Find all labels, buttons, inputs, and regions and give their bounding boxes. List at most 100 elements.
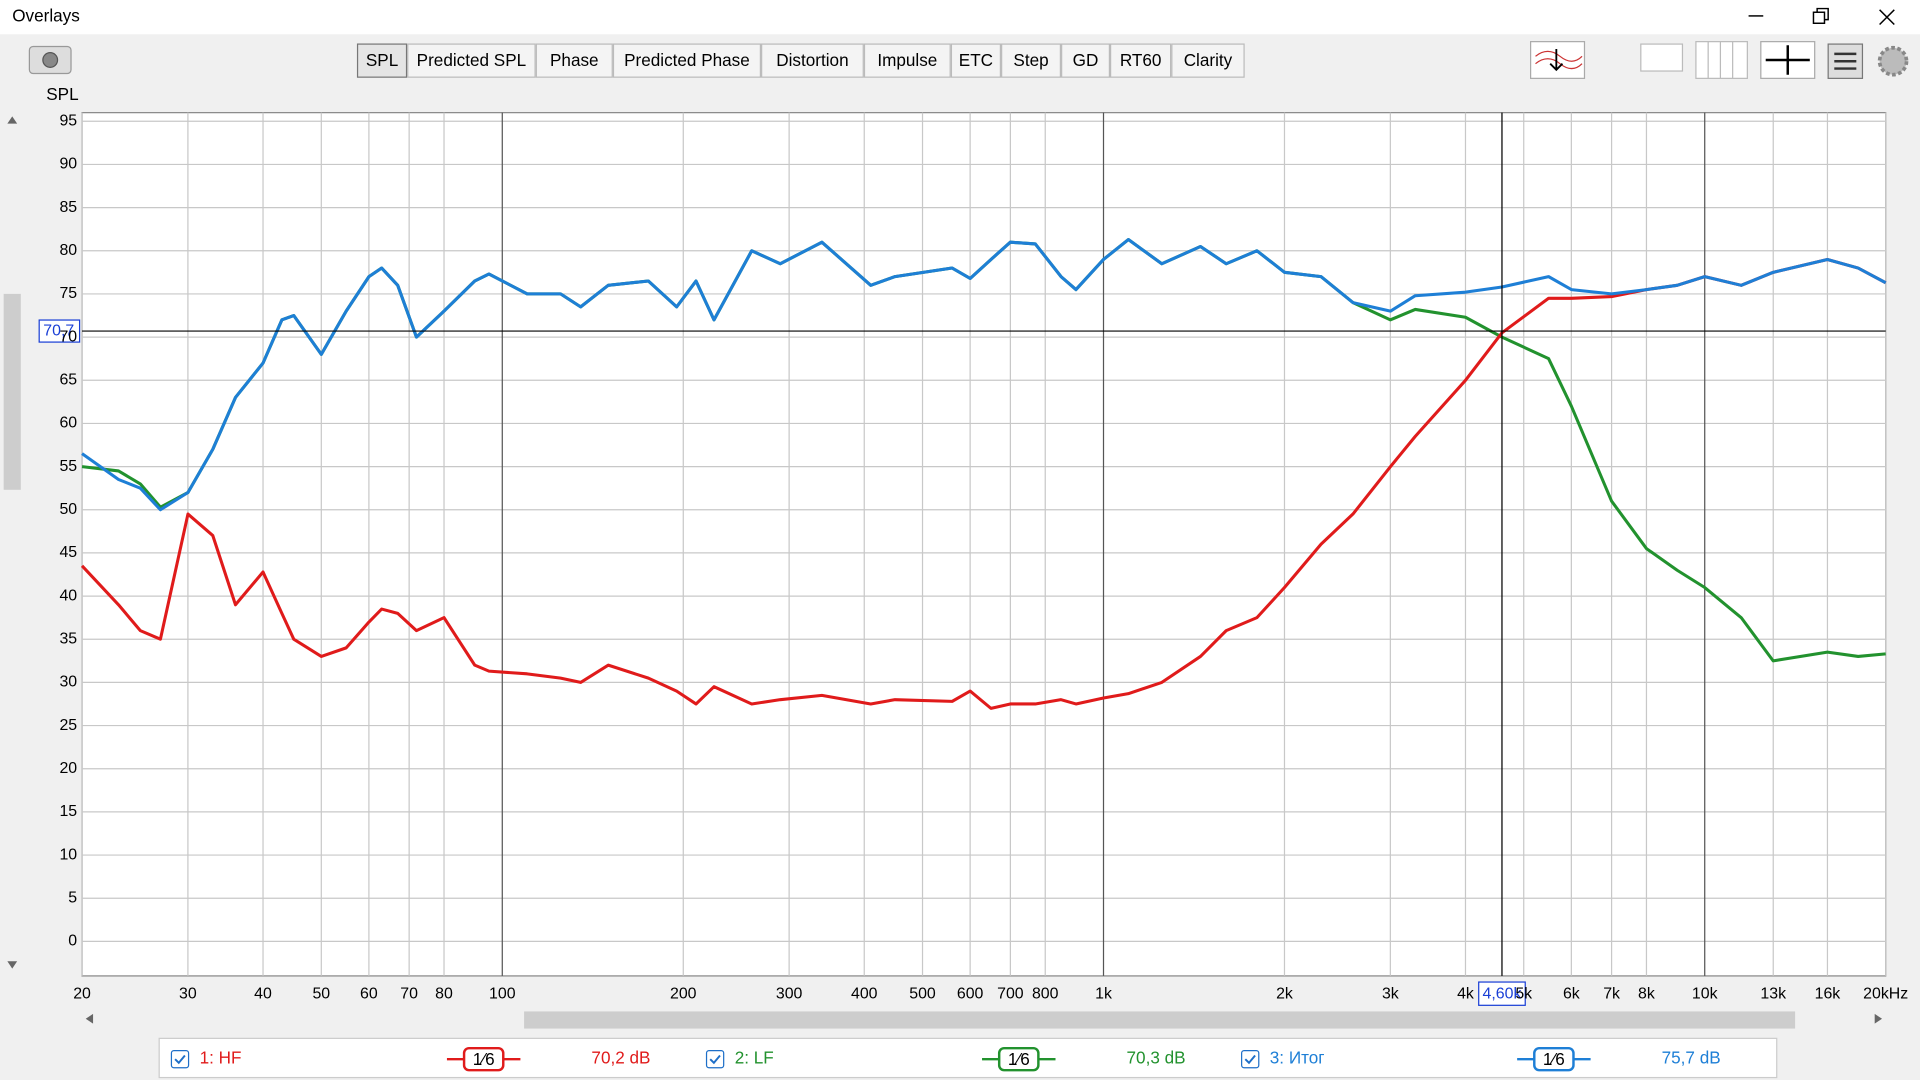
x-tick-label: 800	[1032, 985, 1059, 1002]
tab-label[interactable]: SPL	[366, 50, 398, 70]
y-tick-label: 70	[59, 328, 77, 345]
smoothing-chip[interactable]	[997, 1046, 1040, 1072]
grid	[81, 112, 1887, 976]
cursor-x-box	[1478, 981, 1526, 1006]
x-tick-label: 6k	[1563, 985, 1580, 1002]
y-tick-label: 95	[59, 112, 77, 129]
x-tick-label: 500	[909, 985, 936, 1002]
tab-label[interactable]: Phase	[550, 50, 599, 70]
x-tick-label: 4k	[1457, 985, 1474, 1002]
check-mark	[1244, 1054, 1256, 1065]
x-tick-label: 1k	[1095, 985, 1112, 1002]
x-tick-label: 40	[254, 985, 272, 1002]
x-tick-label: 600	[957, 985, 984, 1002]
x-tick-label: 5k	[1515, 985, 1532, 1002]
y-tick-label: 15	[59, 803, 77, 820]
y-tick-label: 20	[59, 760, 77, 777]
x-tick-label: 2k	[1276, 985, 1293, 1002]
x-tick-label: 10k	[1692, 985, 1718, 1002]
x-tick-label: 20	[73, 985, 91, 1002]
legend-name[interactable]: 2: LF	[735, 1048, 774, 1068]
smoothing-label[interactable]: 1⁄6	[473, 1049, 495, 1069]
x-tick-label: 60	[360, 985, 378, 1002]
tab[interactable]	[1110, 43, 1172, 78]
left-scrollbar[interactable]	[3, 116, 21, 969]
tab[interactable]	[407, 43, 536, 78]
x-tick-label: 700	[997, 985, 1024, 1002]
legend-entry: 1: HF 1⁄6 70,2 dB	[170, 1046, 650, 1072]
x-tick-label: 400	[851, 985, 878, 1002]
y-tick-label: 25	[59, 717, 77, 734]
cursor-readout: 75,7 dB	[1662, 1048, 1721, 1068]
y-tick-label: 85	[59, 199, 77, 216]
x-tick-label: 100	[489, 985, 516, 1002]
legend-name[interactable]: 3: Итог	[1270, 1048, 1325, 1068]
window-controls[interactable]	[1748, 7, 1895, 26]
camera-button[interactable]	[28, 45, 72, 75]
tab-label[interactable]: Predicted SPL	[417, 50, 526, 70]
legend-entry: 2: LF 1⁄6 70,3 dB	[705, 1046, 1186, 1072]
tab[interactable]	[1001, 43, 1062, 78]
legend-entry: 3: Итог 1⁄6 75,7 dB	[1241, 1046, 1721, 1072]
x-tick-label: 13k	[1760, 985, 1786, 1002]
tab[interactable]	[1061, 43, 1110, 78]
series-checkbox[interactable]	[170, 1050, 190, 1069]
x-tick-label: 3k	[1382, 985, 1399, 1002]
tab-label[interactable]: RT60	[1120, 50, 1162, 70]
toolbar-icons[interactable]	[1530, 41, 1909, 79]
x-tick-label: 30	[179, 985, 197, 1002]
tab-label[interactable]: Predicted Phase	[624, 50, 750, 70]
tab[interactable]	[1171, 43, 1245, 78]
legend: 1: HF 1⁄6 70,2 dB 2: LF 1⁄6 70,3 dB 3: Итог 1⁄6…	[170, 1046, 1721, 1072]
legend-bar	[158, 1037, 1778, 1079]
x-tick-label: 50	[312, 985, 330, 1002]
series-line	[81, 237, 1887, 512]
smoothing-chip[interactable]	[462, 1046, 505, 1072]
tab-label[interactable]: Clarity	[1184, 50, 1233, 70]
tab[interactable]	[612, 43, 762, 78]
tab-label[interactable]: Distortion	[776, 50, 848, 70]
tab-label[interactable]: ETC	[959, 50, 993, 70]
legend-name[interactable]: 1: HF	[200, 1048, 242, 1068]
tab[interactable]	[950, 43, 1002, 78]
smoothing-chip[interactable]	[1533, 1046, 1575, 1072]
y-tick-label: 10	[59, 846, 77, 863]
tab[interactable]	[535, 43, 613, 78]
series-checkbox[interactable]	[1241, 1050, 1260, 1069]
tab[interactable]	[863, 43, 951, 78]
y-tick-label: 5	[68, 889, 77, 906]
window-title: Overlays	[12, 6, 80, 26]
curves	[80, 237, 1887, 710]
cursor-y-box	[38, 319, 81, 343]
tab-label[interactable]: Impulse	[877, 50, 937, 70]
x-tick-label: 80	[435, 985, 453, 1002]
smoothing-label[interactable]: 1⁄6	[1543, 1049, 1565, 1069]
x-tick-label: 200	[670, 985, 697, 1002]
y-tick-label: 35	[59, 630, 77, 647]
smoothing-label[interactable]: 1⁄6	[1008, 1049, 1030, 1069]
y-tick-label: 55	[59, 458, 77, 475]
x-tick-label: 20kHz	[1863, 985, 1908, 1002]
y-tick-label: 0	[68, 933, 77, 950]
check-mark	[174, 1054, 186, 1065]
tab-bar: SPL Predicted SPL Phase Predicted Phase Dist…	[356, 43, 1245, 78]
x-tick-label: 8k	[1638, 985, 1655, 1002]
series-line	[80, 257, 1887, 710]
y-tick-label: 75	[59, 285, 77, 302]
tab[interactable]	[356, 43, 408, 78]
y-tick-label: 80	[59, 242, 77, 259]
cursor-x-label: 4,60k	[1483, 985, 1522, 1002]
check-mark	[709, 1054, 721, 1065]
bottom-scrollbar[interactable]	[85, 1011, 1883, 1029]
tab-label[interactable]: Step	[1013, 50, 1048, 70]
tab[interactable]	[761, 43, 864, 78]
x-tick-label: 300	[776, 985, 803, 1002]
plot-area	[81, 112, 1887, 977]
series-checkbox[interactable]	[705, 1050, 725, 1069]
y-tick-label: 30	[59, 674, 77, 691]
tab-label[interactable]: GD	[1073, 50, 1099, 70]
y-tick-label: 65	[59, 371, 77, 388]
y-axis-label: SPL	[46, 84, 78, 104]
cursor-y-label: 70,7	[43, 322, 74, 339]
